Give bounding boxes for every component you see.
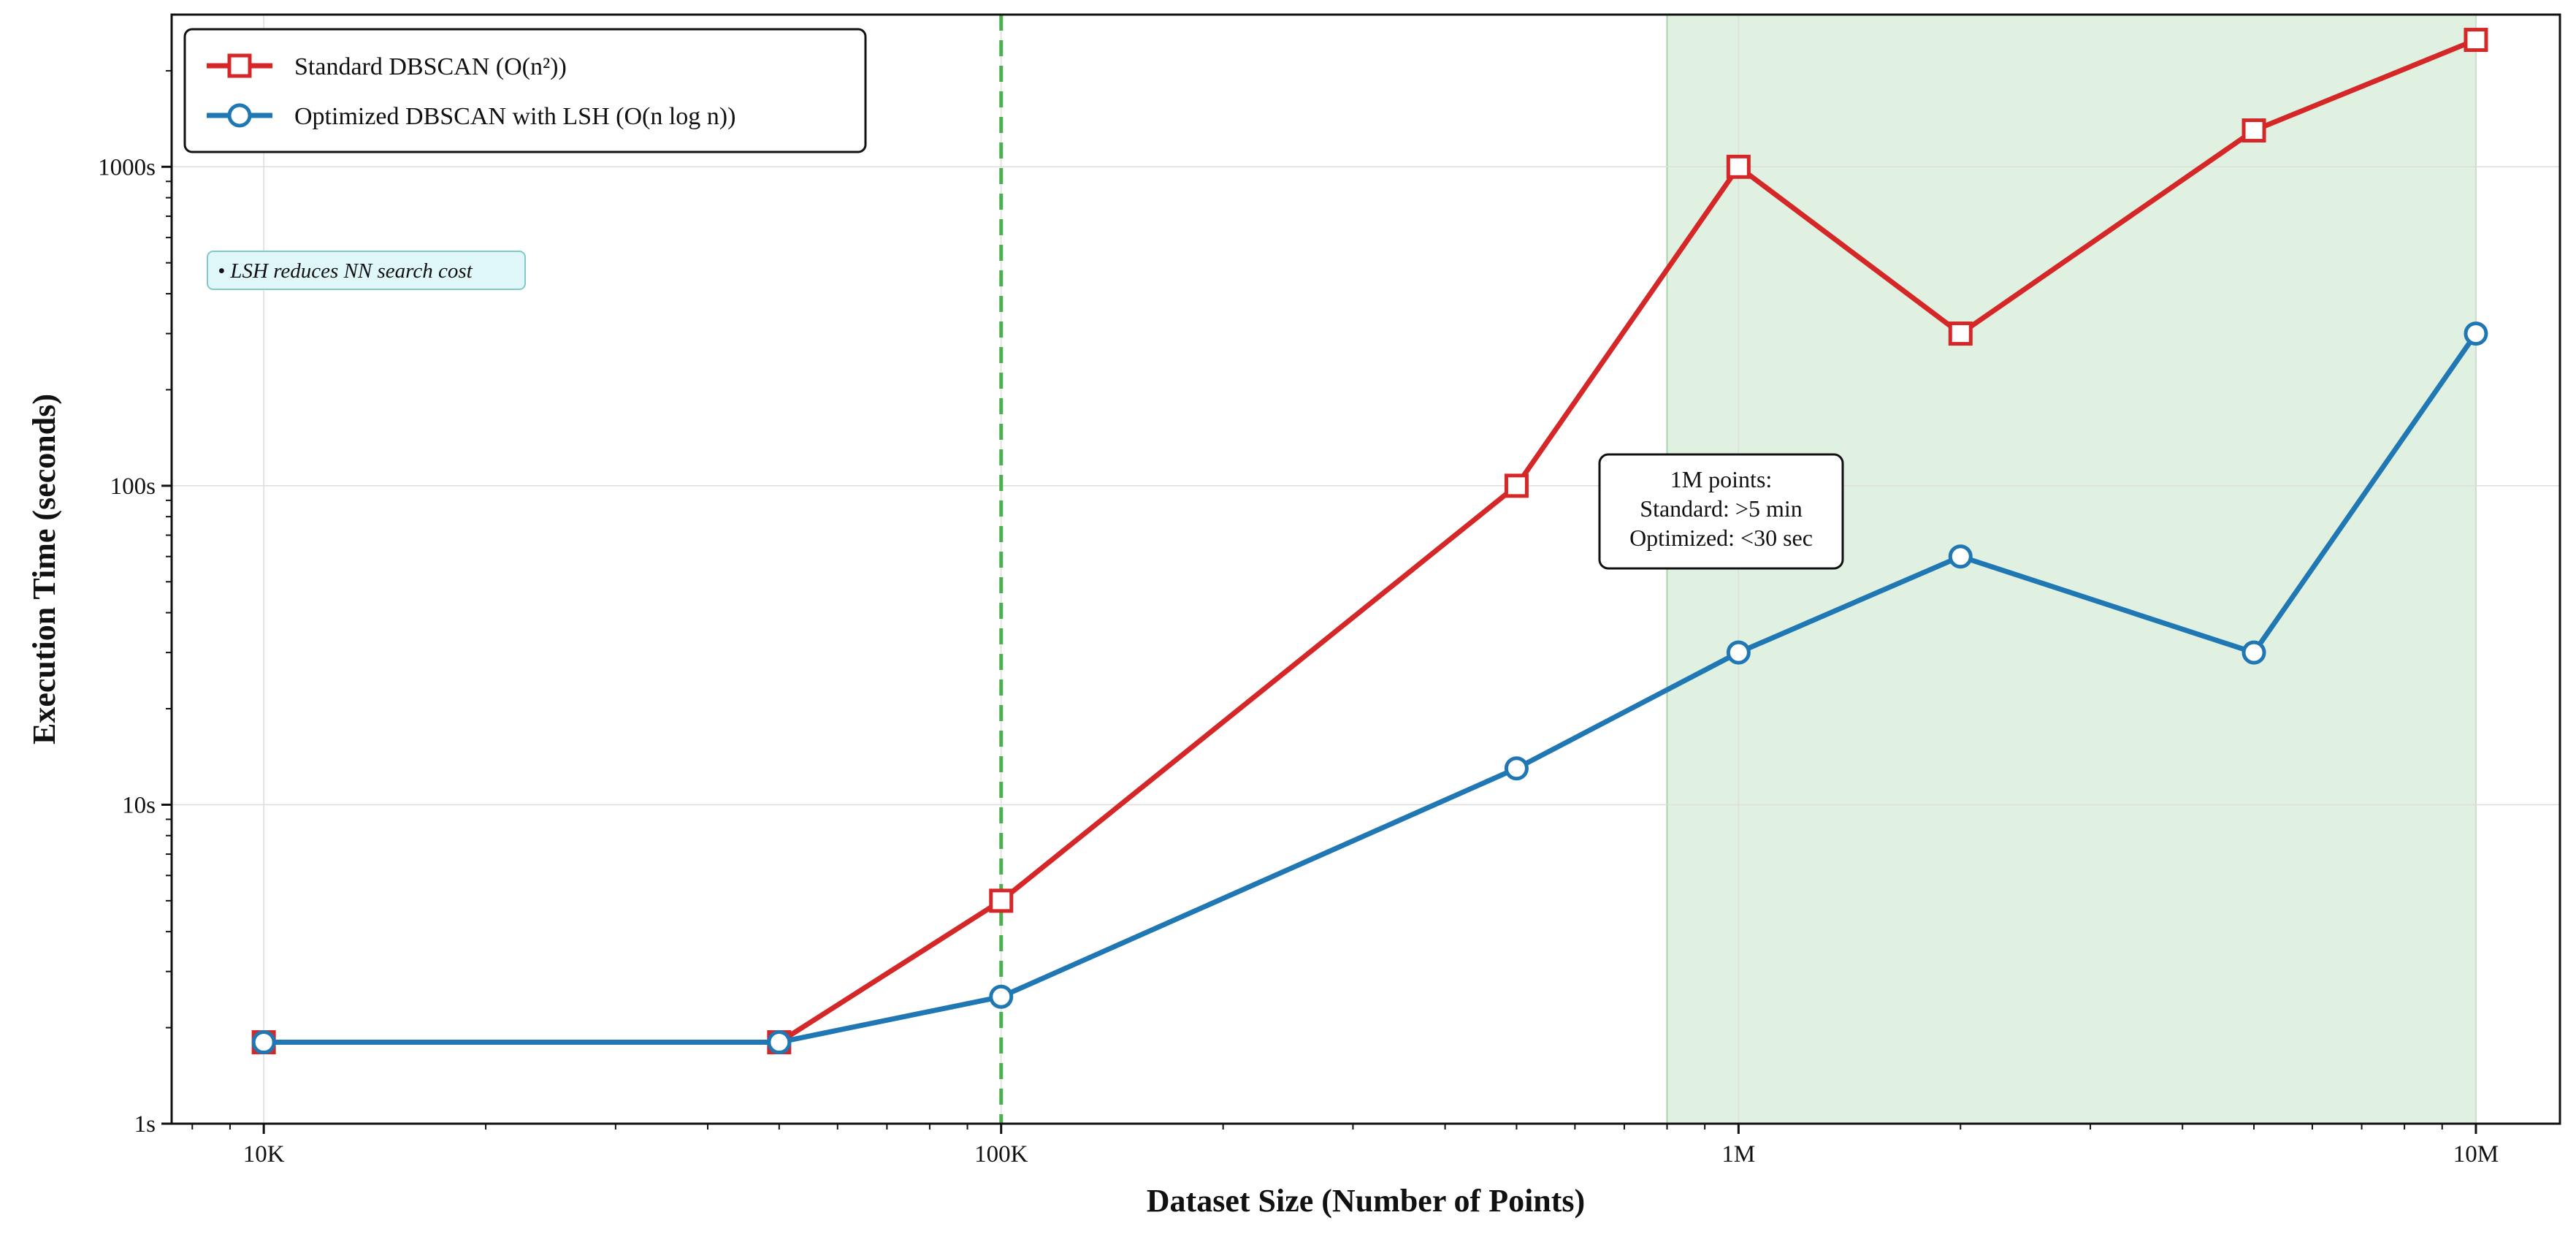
annotation-line: Standard: >5 min xyxy=(1640,495,1802,522)
data-point-optimized xyxy=(251,1030,276,1055)
series-line-standard xyxy=(264,37,2477,1046)
note-text: • LSH reduces NN search cost xyxy=(218,259,473,283)
series-line-optimized xyxy=(264,332,2478,1046)
data-point-standard xyxy=(1948,321,1973,346)
y-tick-label: 1s xyxy=(134,1111,156,1138)
data-point-standard xyxy=(989,888,1014,913)
annotation-line: Optimized: <30 sec xyxy=(1629,525,1813,551)
x-axis-label: Dataset Size (Number of Points) xyxy=(1147,1183,1585,1219)
data-point-optimized xyxy=(2464,321,2488,346)
data-point-optimized xyxy=(767,1030,792,1055)
x-tick-label: 1M xyxy=(1721,1141,1755,1168)
note-box xyxy=(207,251,526,290)
annotation-line: 1M points: xyxy=(1670,466,1773,492)
y-tick-label: 10s xyxy=(122,792,156,818)
data-point-standard xyxy=(1504,473,1529,498)
y-axis-label: Execution Time (seconds) xyxy=(26,394,62,744)
data-point-standard xyxy=(1726,154,1751,179)
annotation-box xyxy=(1598,453,1844,570)
legend xyxy=(183,28,867,153)
y-tick-label: 100s xyxy=(110,473,156,500)
data-point-optimized xyxy=(989,984,1014,1009)
data-point-optimized xyxy=(1504,756,1529,781)
data-point-standard xyxy=(2464,28,2488,53)
legend-label-standard: Standard DBSCAN (O(n²)) xyxy=(294,53,567,80)
data-point-standard xyxy=(2241,118,2266,143)
legend-label-optimized: Optimized DBSCAN with LSH (O(n log n)) xyxy=(294,103,735,130)
y-tick-label: 1000s xyxy=(98,154,156,180)
x-tick-label: 10M xyxy=(2453,1141,2499,1168)
data-point-optimized xyxy=(1726,640,1751,665)
x-tick-label: 100K xyxy=(974,1141,1028,1168)
data-point-optimized xyxy=(1948,544,1973,569)
data-point-optimized xyxy=(2241,640,2266,665)
x-tick-label: 10K xyxy=(243,1141,285,1168)
legend-marker-standard xyxy=(227,53,252,78)
legend-marker-optimized xyxy=(227,103,252,128)
plot-frame xyxy=(170,13,2561,1125)
